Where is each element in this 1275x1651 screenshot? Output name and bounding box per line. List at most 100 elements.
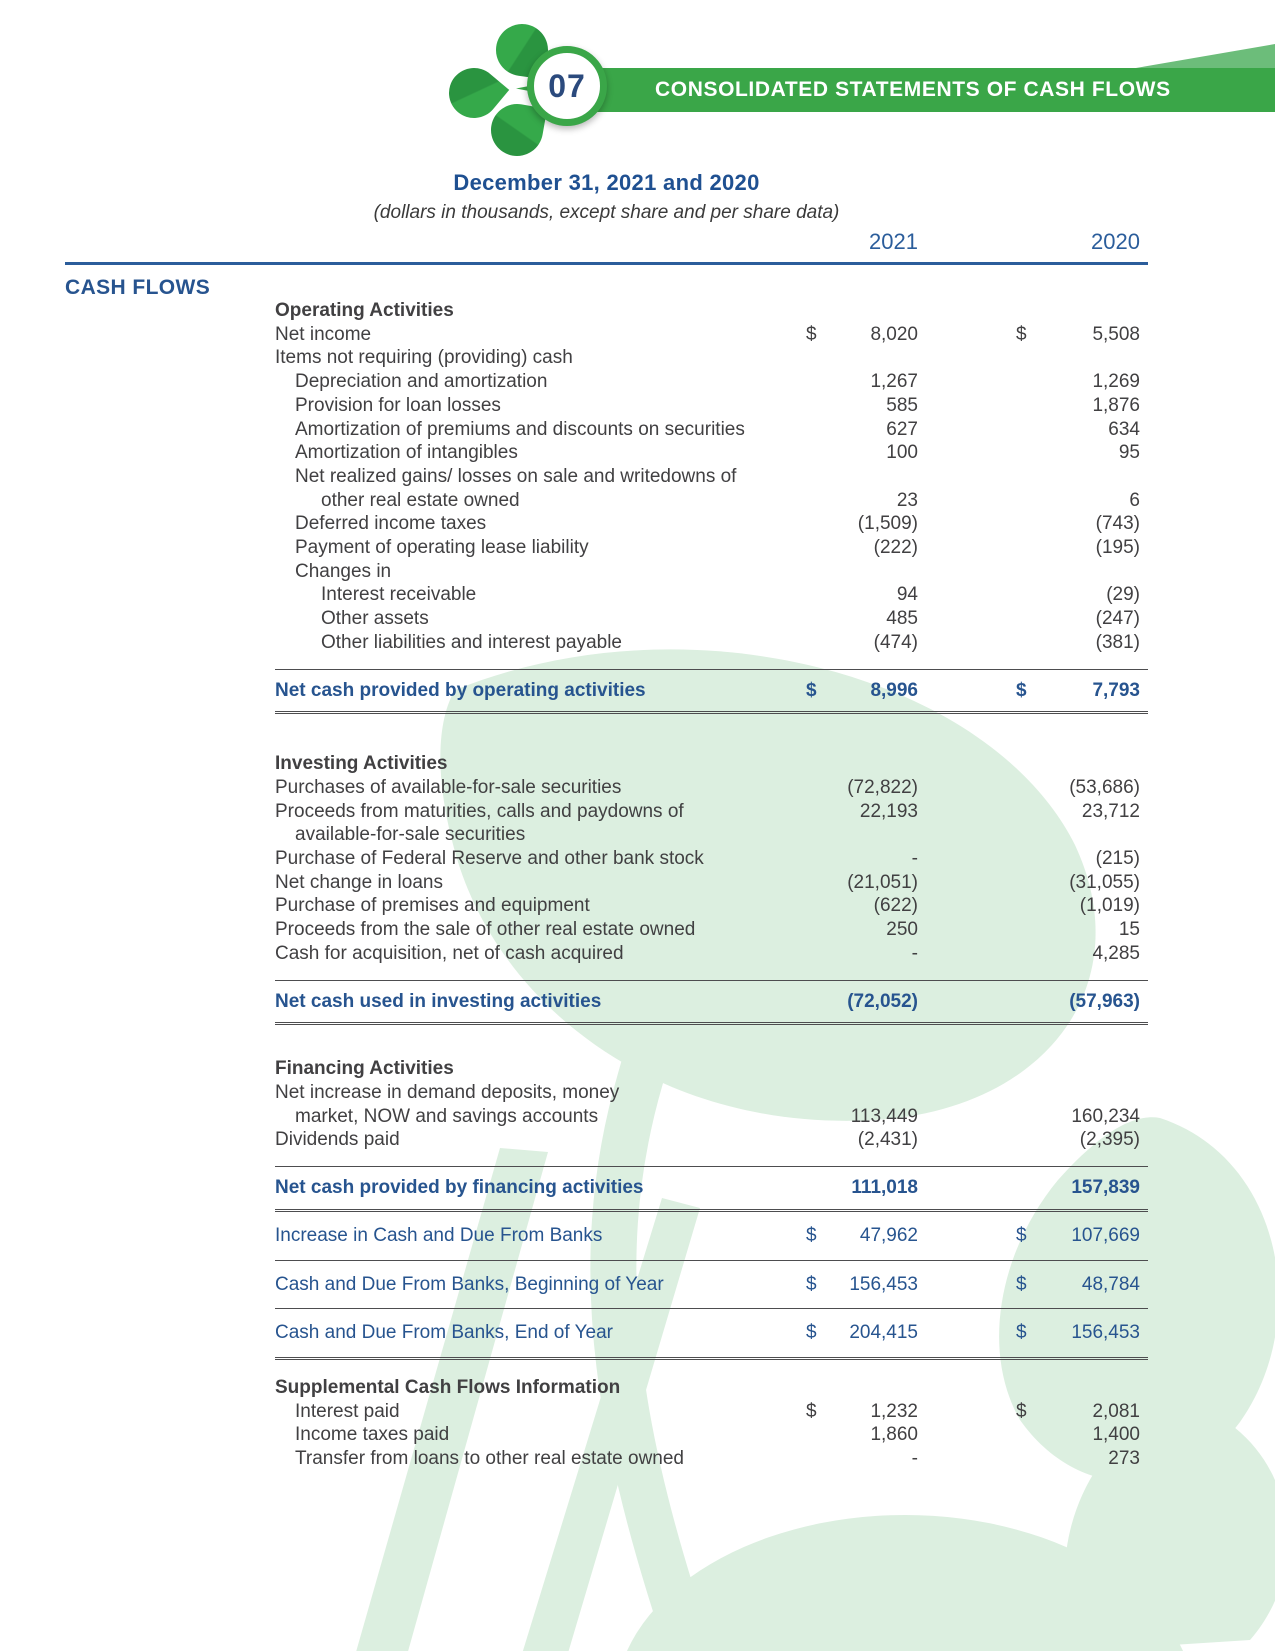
value-2020: (31,055) (1069, 871, 1140, 893)
value-2020: 2,081 (1092, 1400, 1140, 1422)
row-label: Operating Activities (275, 300, 454, 321)
header-rule (65, 262, 1148, 265)
row-label: Purchases of available-for-sale securiti… (275, 776, 622, 798)
section-header-row: Financing Activities (275, 1057, 1148, 1081)
row-label: other real estate owned (321, 489, 520, 511)
table-row: Proceeds from the sale of other real est… (275, 918, 1148, 942)
value-2020: 7,793 (1092, 679, 1140, 701)
table-row: available-for-sale securities (275, 823, 1148, 847)
row-label: Cash and Due From Banks, Beginning of Ye… (275, 1273, 664, 1295)
row-label: Other assets (321, 608, 429, 630)
value-2020: (57,963) (1069, 990, 1140, 1012)
value-2020: (53,686) (1069, 776, 1140, 798)
value-2020: (381) (1095, 631, 1140, 653)
value-2021: 8,996 (870, 679, 918, 701)
row-label: available-for-sale securities (295, 824, 526, 846)
value-2021: 100 (886, 442, 918, 464)
dollar-sign-2020: $ (1016, 1224, 1027, 1246)
table-row: Changes in (275, 560, 1148, 584)
table-row: Net change in loans (21,051) (31,055) (275, 871, 1148, 895)
table-row: Interest receivable 94 (29) (275, 583, 1148, 607)
row-label: Proceeds from the sale of other real est… (275, 919, 696, 941)
value-2020: 4,285 (1092, 942, 1140, 964)
value-2021: (21,051) (847, 871, 918, 893)
header-banner (567, 68, 1275, 112)
row-label: Provision for loan losses (295, 394, 501, 416)
section-header-row: Supplemental Cash Flows Information (275, 1376, 1148, 1400)
summary-row: Cash and Due From Banks, End of Year $204… (275, 1309, 1148, 1360)
table-row: Purchases of available-for-sale securiti… (275, 776, 1148, 800)
value-2020: 48,784 (1081, 1273, 1140, 1295)
row-label: Net cash provided by operating activitie… (275, 679, 646, 701)
value-2021: - (911, 848, 918, 870)
row-label: Increase in Cash and Due From Banks (275, 1224, 603, 1246)
value-2021: 1,860 (870, 1424, 918, 1446)
table-row: Payment of operating lease liability (222… (275, 536, 1148, 560)
table-row: Income taxes paid 1,860 1,400 (275, 1423, 1148, 1447)
value-2021: (72,052) (847, 990, 918, 1012)
dollar-sign-2020: $ (1016, 1322, 1027, 1344)
section-header-row: Investing Activities (275, 752, 1148, 776)
dollar-sign-2021: $ (806, 1273, 817, 1295)
table-row: Amortization of premiums and discounts o… (275, 418, 1148, 442)
dollar-sign-2021: $ (806, 679, 817, 701)
row-label: Payment of operating lease liability (295, 537, 589, 559)
row-label: Purchase of premises and equipment (275, 895, 590, 917)
table-row: market, NOW and savings accounts 113,449 1… (275, 1105, 1148, 1129)
dollar-sign-2021: $ (806, 323, 817, 345)
row-label: Deferred income taxes (295, 513, 487, 535)
dollar-sign-2020: $ (1016, 323, 1027, 345)
table-row: Interest paid $1,232 $2,081 (275, 1400, 1148, 1424)
table-row: Purchase of Federal Reserve and other ba… (275, 847, 1148, 871)
dollar-sign-2021: $ (806, 1224, 817, 1246)
table-row: Amortization of intangibles 100 95 (275, 441, 1148, 465)
value-2021: 585 (886, 394, 918, 416)
row-label: Items not requiring (providing) cash (275, 347, 573, 369)
cash-flows-section: CASH FLOWS Operating Activities Net incom… (65, 265, 1148, 1471)
value-2020: 6 (1129, 489, 1140, 511)
row-label: Interest receivable (321, 584, 477, 606)
row-label: Net change in loans (275, 871, 443, 893)
row-label: Changes in (295, 560, 392, 582)
value-2020: 1,876 (1092, 394, 1140, 416)
row-label: Dividends paid (275, 1129, 400, 1151)
value-2020: 23,712 (1081, 800, 1140, 822)
row-label: Purchase of Federal Reserve and other ba… (275, 848, 704, 870)
value-2021: 8,020 (870, 323, 918, 345)
value-2021: (1,509) (857, 513, 918, 535)
column-header-spacer (275, 228, 830, 256)
value-2020: (29) (1106, 584, 1140, 606)
value-2021: 485 (886, 608, 918, 630)
value-2020: 160,234 (1071, 1105, 1140, 1127)
value-2021: - (911, 942, 918, 964)
total-row: Net cash provided by operating activitie… (275, 668, 1148, 715)
dollar-sign-2020: $ (1016, 1400, 1027, 1422)
value-2021: 23 (896, 489, 918, 511)
value-2021: (622) (873, 895, 918, 917)
summary-row: Cash and Due From Banks, Beginning of Ye… (275, 1261, 1148, 1310)
summary-row: Increase in Cash and Due From Banks $47,9… (275, 1212, 1148, 1261)
banner-title: CONSOLIDATED STATEMENTS OF CASH FLOWS (655, 78, 1171, 101)
total-row: Net cash provided by financing activitie… (275, 1166, 1148, 1212)
banner-fold-decoration (1130, 44, 1275, 69)
value-2020: 156,453 (1071, 1322, 1140, 1344)
row-label: Interest paid (295, 1400, 400, 1422)
value-2020: 107,669 (1071, 1224, 1140, 1246)
table-row: Deferred income taxes (1,509) (743) (275, 512, 1148, 536)
row-label: Investing Activities (275, 753, 448, 775)
row-label: Other liabilities and interest payable (321, 631, 623, 653)
row-label: Proceeds from maturities, calls and payd… (275, 800, 684, 822)
value-2021: 47,962 (859, 1224, 918, 1246)
value-2020: (2,395) (1079, 1129, 1140, 1151)
cashflow-table-body: Operating Activities Net income $8,020 $5,5… (275, 299, 1148, 1471)
value-2020: 157,839 (1071, 1177, 1140, 1199)
row-label: Cash for acquisition, net of cash acquir… (275, 942, 624, 964)
table-row: Net income $8,020 $5,508 (275, 323, 1148, 347)
table-row: other real estate owned 23 6 (275, 489, 1148, 513)
table-row: Transfer from loans to other real estate… (275, 1447, 1148, 1471)
row-label: Net cash used in investing activities (275, 990, 602, 1012)
value-2021: (2,431) (857, 1129, 918, 1151)
row-label: Amortization of intangibles (295, 442, 518, 464)
table-row: Cash for acquisition, net of cash acquir… (275, 942, 1148, 966)
